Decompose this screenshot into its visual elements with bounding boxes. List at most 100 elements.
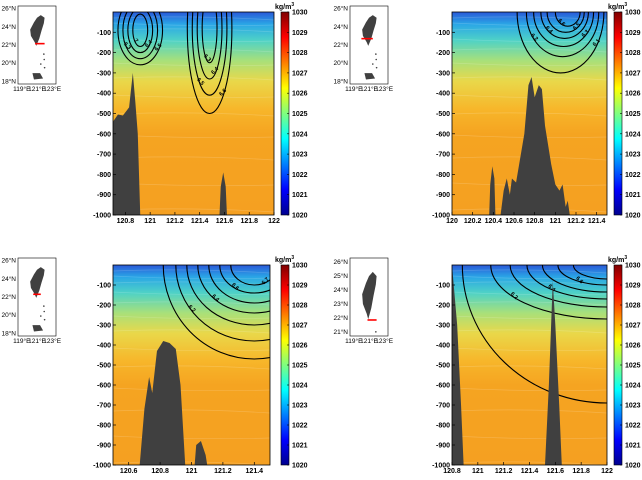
lat-label: 26°N bbox=[333, 258, 348, 266]
contour-group: 6.56.3 6.476.66.56.46.3 bbox=[117, 12, 233, 115]
lat-label: 26°N bbox=[333, 5, 348, 13]
contour-line bbox=[230, 265, 270, 286]
colorbar-tick-label: 1020 bbox=[292, 463, 308, 470]
island-dot bbox=[40, 63, 42, 65]
lat-label: 26°N bbox=[1, 257, 16, 265]
colorbar-tick-label: 1030 bbox=[292, 263, 308, 270]
map-frame bbox=[17, 5, 57, 85]
y-tick-label: -1000 bbox=[93, 213, 111, 220]
island-dot bbox=[372, 63, 374, 65]
contour-line bbox=[525, 12, 600, 58]
x-tick-label: 121.6 bbox=[216, 218, 234, 225]
density-isoline bbox=[452, 387, 607, 392]
colorbar-tick-label: 1027 bbox=[625, 70, 641, 77]
colorbar-tick-label: 1028 bbox=[625, 303, 641, 310]
density-isoline bbox=[452, 435, 607, 440]
y-tick-label: -100 bbox=[436, 30, 450, 37]
colorbar-tick-label: 1027 bbox=[292, 323, 308, 330]
lat-label: 18°N bbox=[1, 77, 16, 85]
x-tick-label: 120.6 bbox=[505, 218, 523, 225]
density-isoline bbox=[452, 239, 607, 242]
lat-label: 24°N bbox=[333, 23, 348, 31]
y-tick-label: -1000 bbox=[93, 463, 111, 470]
contour-line bbox=[533, 12, 595, 48]
contour-line bbox=[132, 13, 149, 48]
contour-line bbox=[191, 12, 228, 96]
x-tick-label: 121.8 bbox=[572, 468, 590, 475]
y-tick-label: -800 bbox=[436, 423, 450, 430]
density-isoline bbox=[113, 387, 270, 392]
island-dot bbox=[43, 305, 45, 307]
colorbar-tick-label: 1027 bbox=[625, 323, 641, 330]
contour-label: 6.7 bbox=[261, 277, 271, 287]
x-tick-label: 121.4 bbox=[588, 218, 606, 225]
island-dot bbox=[43, 66, 46, 69]
island-dot bbox=[43, 310, 46, 313]
contour-label: 6.4 bbox=[210, 66, 220, 76]
contour-label: 6.5 bbox=[195, 77, 205, 87]
colorbar-tick-label: 1026 bbox=[292, 91, 308, 98]
colorbar-tick-label: 1024 bbox=[292, 383, 308, 390]
colorbar-tick-label: 1022 bbox=[292, 172, 308, 179]
lon-label: 123°E bbox=[43, 85, 61, 93]
colorbar-tick-label: 1029 bbox=[625, 30, 641, 37]
contour-label: 6.4 bbox=[547, 284, 557, 294]
colorbar-tick-label: 1023 bbox=[292, 403, 308, 410]
y-tick-label: -300 bbox=[97, 323, 111, 330]
contour-line bbox=[554, 12, 581, 27]
colorbar-unit: kg/m3 bbox=[275, 255, 294, 264]
x-tick-label: 120.8 bbox=[526, 218, 544, 225]
colorbar-tick-label: 1025 bbox=[625, 363, 641, 370]
contour-label: 6.6 bbox=[574, 276, 584, 286]
contour-line bbox=[219, 265, 270, 294]
density-isoline bbox=[452, 22, 607, 27]
colorbar-tick-label: 1024 bbox=[625, 383, 641, 390]
colorbar-tick-label: 1026 bbox=[625, 343, 641, 350]
y-tick-label: -400 bbox=[97, 343, 111, 350]
y-tick-label: -600 bbox=[97, 131, 111, 138]
density-isoline bbox=[452, 269, 607, 274]
x-tick-label: 121.4 bbox=[521, 468, 539, 475]
y-tick-label: -600 bbox=[436, 383, 450, 390]
y-tick-label: -400 bbox=[97, 91, 111, 98]
colorbar-tick-label: 1026 bbox=[625, 91, 641, 98]
colorbar-tick-label: 1028 bbox=[292, 303, 308, 310]
colorbar-tick-label: 1028 bbox=[292, 50, 308, 57]
x-tick-label: 122 bbox=[268, 218, 280, 225]
contour-line bbox=[208, 265, 270, 304]
x-tick-label: 121 bbox=[186, 468, 198, 475]
colorbar-tick-label: 1030 bbox=[625, 10, 641, 17]
contour-label: 6.4 bbox=[144, 39, 154, 49]
lat-label: 22°N bbox=[1, 41, 16, 49]
density-isoline bbox=[113, 329, 270, 334]
y-tick-label: -800 bbox=[97, 172, 111, 179]
y-tick-label: -700 bbox=[436, 152, 450, 159]
taiwan-landmass bbox=[30, 267, 45, 298]
contour-line bbox=[196, 12, 223, 80]
colorbar-tick-label: 1025 bbox=[292, 111, 308, 118]
x-tick-label: 120.6 bbox=[120, 468, 138, 475]
colorbar-unit: kg/m3 bbox=[608, 2, 627, 11]
contour-line bbox=[516, 12, 605, 74]
y-tick-label: -300 bbox=[97, 70, 111, 77]
y-tick-label: -700 bbox=[436, 403, 450, 410]
lat-label: 20°N bbox=[333, 59, 348, 67]
y-tick-label: -200 bbox=[97, 50, 111, 57]
panel-3: 6.16.26.36.46.56.66.7-100-200-300-400-50… bbox=[1, 255, 308, 475]
density-isoline bbox=[113, 275, 270, 280]
colorbar-tick-label: 1021 bbox=[292, 192, 308, 199]
x-tick-label: 121.2 bbox=[166, 218, 184, 225]
contour-label: 6.3 bbox=[202, 54, 212, 64]
lon-label: 121°E bbox=[360, 85, 378, 93]
density-field bbox=[113, 265, 270, 465]
contour-label: 6.2 bbox=[529, 33, 539, 43]
lat-label: 22°N bbox=[1, 293, 16, 301]
lat-label: 26°N bbox=[1, 5, 16, 13]
contour-line bbox=[186, 12, 233, 115]
colorbar-tick-label: 1021 bbox=[625, 443, 641, 450]
lat-label: 25°N bbox=[333, 272, 348, 280]
topography bbox=[139, 341, 208, 465]
density-isoline bbox=[452, 301, 607, 306]
density-isoline bbox=[452, 48, 607, 53]
